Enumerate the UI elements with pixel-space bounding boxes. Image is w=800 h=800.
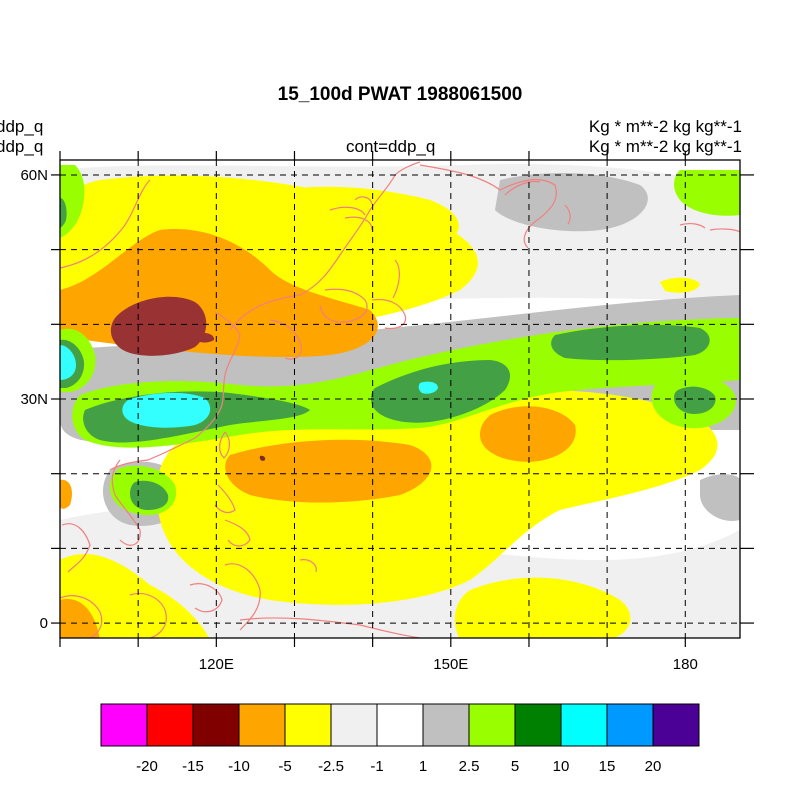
coastline (214, 484, 236, 514)
contour-region (495, 173, 648, 232)
left-label-1: ddp_q (0, 117, 44, 136)
coastline (224, 563, 261, 631)
contour-region (700, 474, 740, 521)
contour-region (371, 360, 510, 423)
colorbar-label: -1 (370, 758, 383, 775)
colorbar-swatch (238, 703, 286, 747)
coastline (319, 288, 368, 323)
contour-region (454, 577, 631, 638)
contour-region (674, 170, 740, 216)
coastline (239, 617, 421, 638)
tick-label-layer: 60N 30N 0 120E 150E 180 (20, 167, 697, 673)
coastline (129, 592, 167, 638)
map-title: 15_100d PWAT 1988061500 (277, 84, 523, 105)
right-label-2: Kg * m**-2 kg kg**-1 (588, 137, 742, 156)
lon-tick-label: 180 (673, 656, 698, 673)
coastline (269, 319, 302, 360)
coastline-layer (60, 161, 740, 638)
contour-region (674, 386, 716, 414)
colorbar-label: 1 (419, 758, 427, 775)
contour-region (60, 479, 72, 509)
tick-layer (51, 151, 754, 647)
contour-region (660, 277, 700, 293)
colorbar-label: 10 (553, 758, 570, 775)
colorbar-swatch (422, 703, 470, 747)
right-label-1: Kg * m**-2 kg kg**-1 (588, 117, 742, 136)
colorbar-label: 15 (599, 758, 616, 775)
colorbar-label: -10 (228, 758, 250, 775)
coastline (61, 523, 91, 573)
colorbar-label: -20 (136, 758, 158, 775)
colorbar-swatch (146, 703, 194, 747)
coastline (354, 196, 373, 205)
coastline (679, 222, 740, 233)
lat-tick-label: 60N (20, 167, 48, 184)
left-label-2: ddp_q (0, 137, 44, 156)
contour-region (110, 296, 207, 356)
contour-region (480, 406, 576, 462)
coastline (564, 204, 571, 225)
lat-tick-label: 30N (20, 391, 48, 408)
contour-region (130, 480, 169, 510)
colorbar-swatch (606, 703, 654, 747)
colorbar-swatch (100, 703, 148, 747)
coastline (504, 180, 541, 196)
contour-region (222, 186, 459, 259)
colorbar-swatch (330, 703, 378, 747)
contour-fill-layer (60, 160, 740, 638)
colorbar-swatch (284, 703, 332, 747)
colorbar-swatch (376, 703, 424, 747)
grid-layer (59, 160, 740, 638)
coastline (219, 431, 230, 459)
lon-tick-label: 150E (433, 656, 468, 673)
colorbar-label: -2.5 (318, 758, 344, 775)
coastline (60, 179, 151, 269)
colorbar-label: 2.5 (459, 758, 480, 775)
coastline (419, 164, 557, 249)
lat-tick-label: 0 (40, 615, 48, 632)
coastline (224, 519, 251, 547)
contour-region (418, 381, 438, 394)
colorbar: -20 -15 -10 -5 -2.5 -1 1 2.5 5 10 15 20 (100, 703, 700, 775)
colorbar-label: -15 (182, 758, 204, 775)
coastline (392, 259, 400, 299)
coastline (111, 459, 141, 546)
coastline (371, 298, 407, 330)
contour-region (60, 345, 76, 380)
coastline (189, 583, 223, 613)
contour-region (122, 392, 211, 428)
contour-region (60, 198, 67, 228)
contour-region (225, 439, 432, 503)
coastline (299, 559, 317, 573)
colorbar-label: 20 (645, 758, 662, 775)
coastline (109, 311, 241, 471)
lon-tick-label: 120E (199, 656, 234, 673)
colorbar-label: -5 (278, 758, 291, 775)
contour-region (195, 332, 215, 343)
colorbar-swatch (192, 703, 240, 747)
coastline (329, 206, 373, 231)
colorbar-swatch (514, 703, 562, 747)
contour-region (551, 324, 710, 361)
coastline (229, 161, 421, 331)
colorbar-swatch (560, 703, 608, 747)
contour-region (259, 455, 266, 461)
colorbar-swatch (652, 703, 700, 747)
coastline (60, 595, 103, 638)
colorbar-label: 5 (511, 758, 519, 775)
contour-region (60, 554, 209, 638)
contour-region (60, 599, 100, 638)
center-label: cont=ddp_q (346, 137, 436, 156)
contour-region (60, 165, 85, 238)
colorbar-swatch (468, 703, 516, 747)
